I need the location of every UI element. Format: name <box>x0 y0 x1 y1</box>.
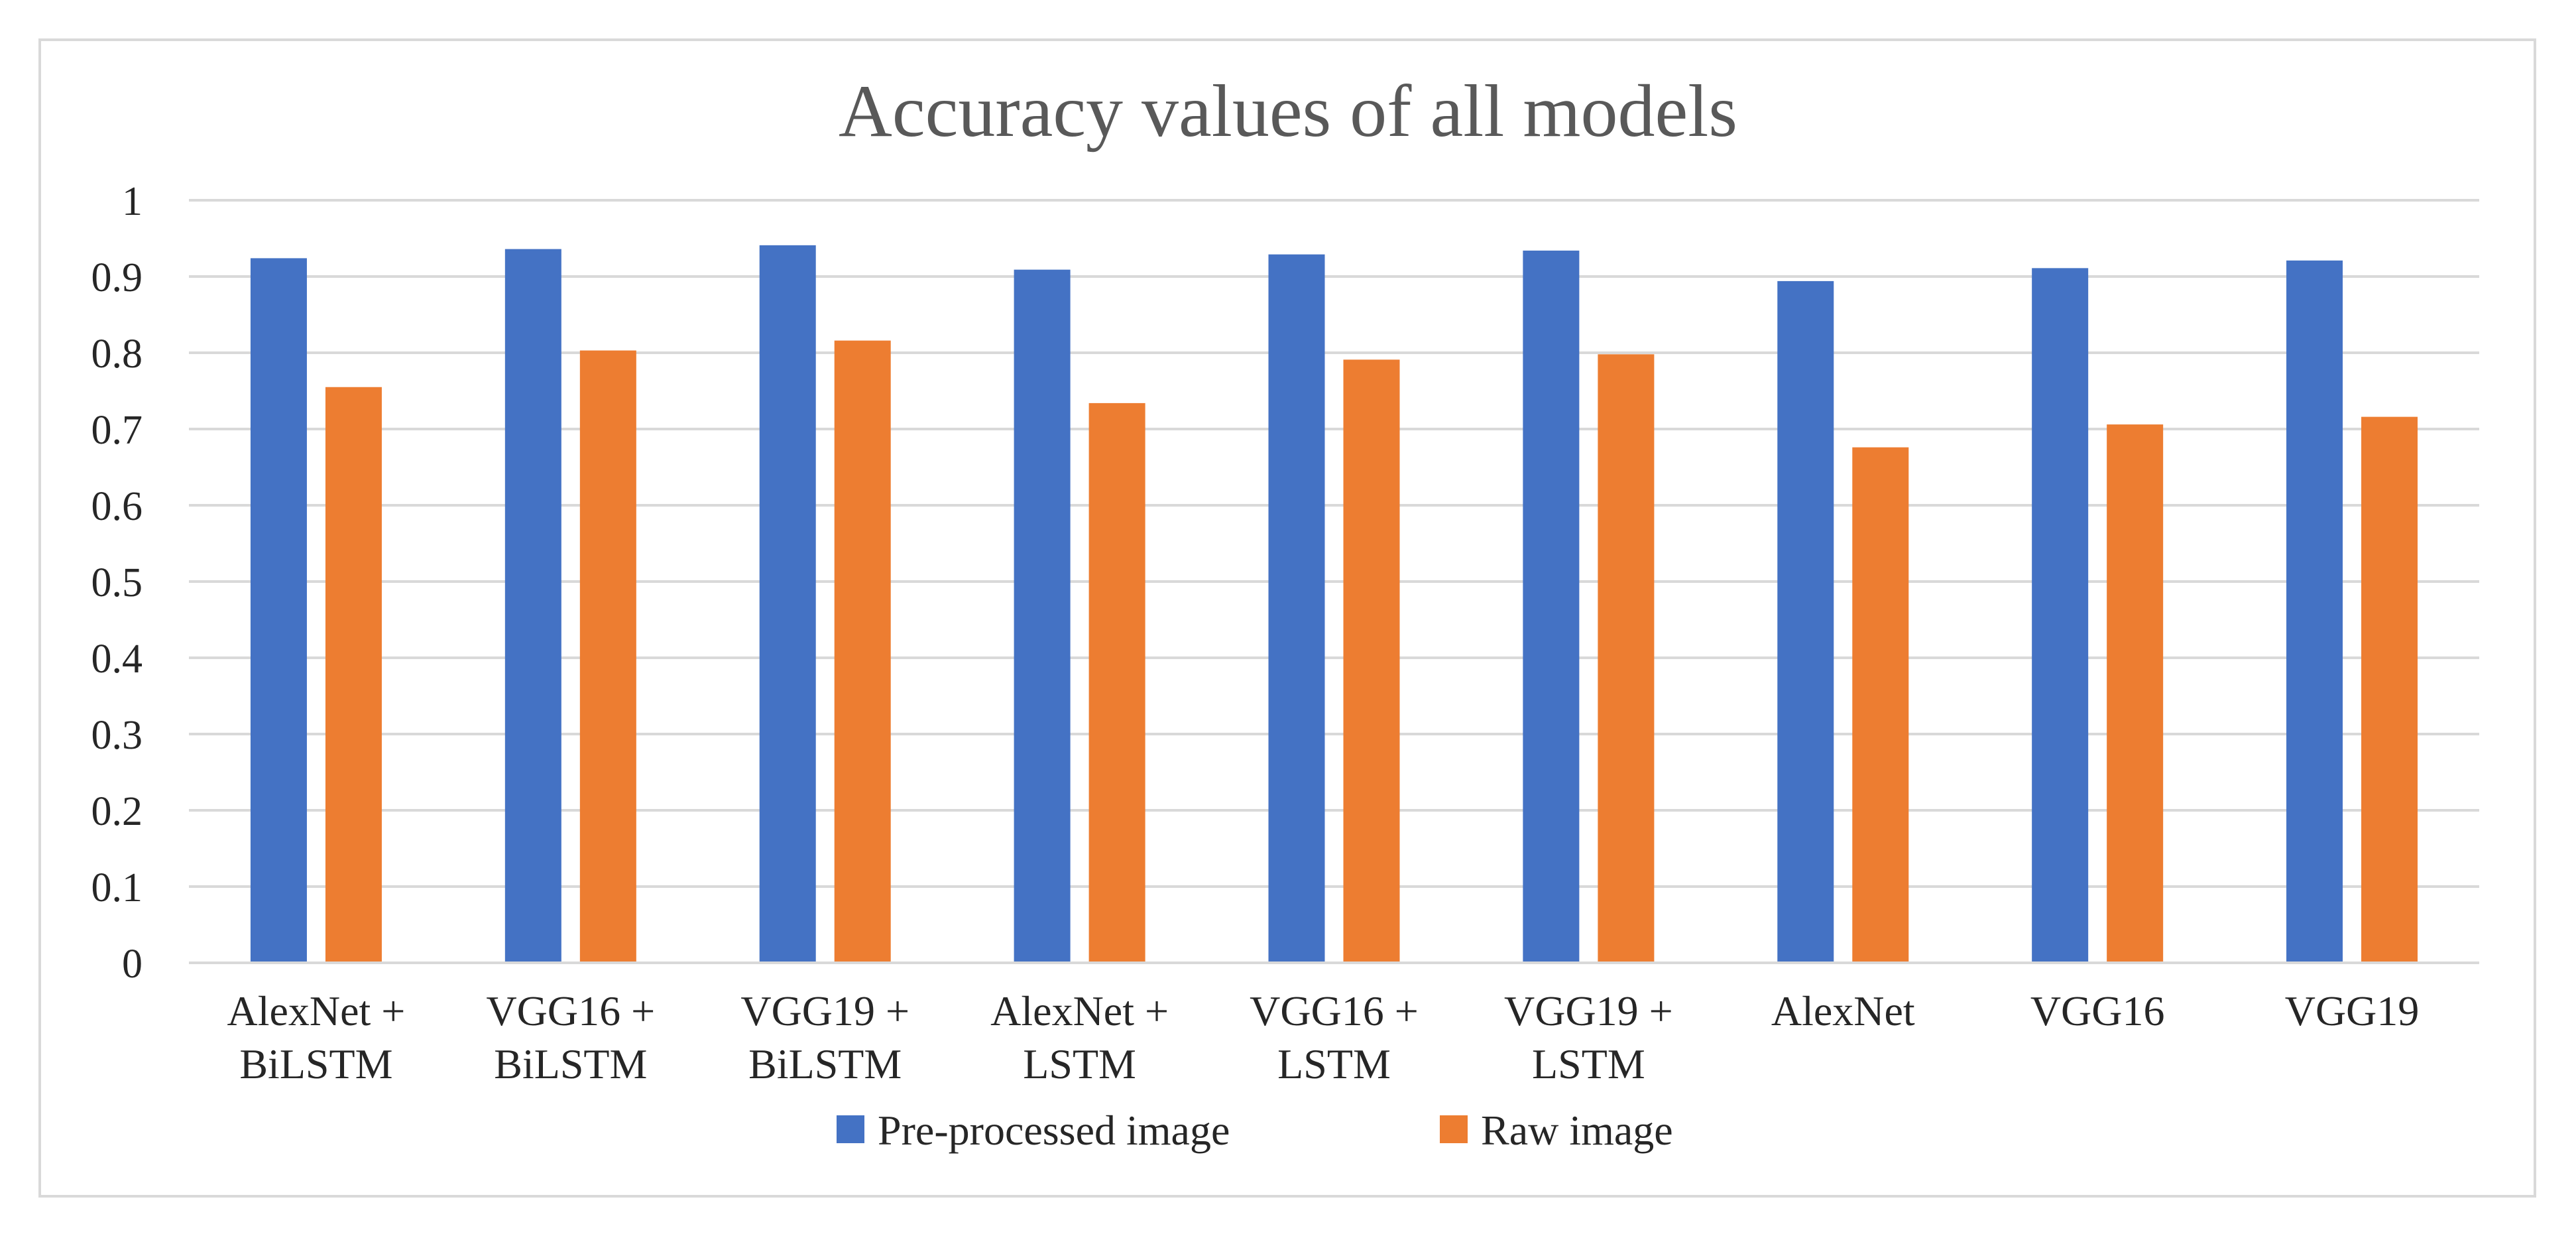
x-category-label: VGG19 + <box>740 987 909 1034</box>
bar-raw <box>1343 359 1400 963</box>
legend-label: Raw image <box>1481 1107 1673 1154</box>
bar-raw <box>1088 403 1145 963</box>
gridlines <box>189 199 2479 888</box>
bars <box>250 245 2418 963</box>
y-axis-ticks: 0 0.1 0.2 0.3 0.4 0.5 0.6 0.7 0.8 0.9 1 <box>91 179 143 987</box>
x-axis-categories: AlexNet + BiLSTM VGG16 + BiLSTM VGG19 + BiLST… <box>227 987 2419 1087</box>
bar-preprocessed <box>1523 250 1580 963</box>
bar-raw <box>1598 354 1655 963</box>
x-category-label: VGG19 + <box>1504 987 1673 1034</box>
bar-raw <box>834 340 891 963</box>
legend-swatch <box>1440 1115 1468 1143</box>
x-category-label: VGG19 <box>2285 987 2420 1034</box>
y-tick-label: 0.6 <box>91 484 143 529</box>
x-category-label: AlexNet + <box>990 987 1169 1034</box>
y-tick-label: 0.2 <box>91 789 143 834</box>
legend-swatch <box>837 1115 864 1143</box>
y-tick-label: 1 <box>122 179 143 224</box>
x-category-label: VGG16 + <box>486 987 655 1034</box>
x-category-label: BiLSTM <box>748 1040 902 1087</box>
bar-preprocessed <box>2032 268 2089 963</box>
x-category-label: VGG16 + <box>1250 987 1419 1034</box>
y-tick-label: 0 <box>122 942 143 987</box>
x-category-label: BiLSTM <box>494 1040 647 1087</box>
bar-preprocessed <box>1014 269 1071 963</box>
x-category-label: VGG16 <box>2030 987 2165 1034</box>
bar-raw <box>2107 424 2164 963</box>
x-category-label: AlexNet <box>1771 987 1915 1034</box>
bar-preprocessed <box>1268 254 1325 963</box>
y-tick-label: 0.9 <box>91 255 143 300</box>
bar-preprocessed <box>250 258 307 963</box>
y-tick-label: 0.3 <box>91 713 143 758</box>
bar-preprocessed <box>759 245 816 963</box>
y-tick-label: 0.5 <box>91 560 143 605</box>
y-tick-label: 0.7 <box>91 408 143 453</box>
bar-preprocessed <box>2286 260 2343 963</box>
x-category-label: LSTM <box>1532 1040 1645 1087</box>
legend-label: Pre-processed image <box>878 1107 1230 1154</box>
bar-preprocessed <box>504 249 561 963</box>
y-tick-label: 0.8 <box>91 332 143 377</box>
y-tick-label: 0.1 <box>91 865 143 910</box>
x-category-label: BiLSTM <box>239 1040 392 1087</box>
y-tick-label: 0.4 <box>91 637 143 682</box>
bar-raw <box>325 387 382 963</box>
bar-raw <box>2361 416 2418 963</box>
x-category-label: LSTM <box>1277 1040 1391 1087</box>
bar-preprocessed <box>1777 280 1834 963</box>
bar-raw <box>579 350 636 963</box>
bar-raw <box>1852 447 1909 963</box>
chart-title: Accuracy values of all models <box>839 70 1737 153</box>
x-category-label: AlexNet + <box>227 987 405 1034</box>
x-category-label: LSTM <box>1023 1040 1136 1087</box>
legend: Pre-processed image Raw image <box>837 1107 1673 1154</box>
